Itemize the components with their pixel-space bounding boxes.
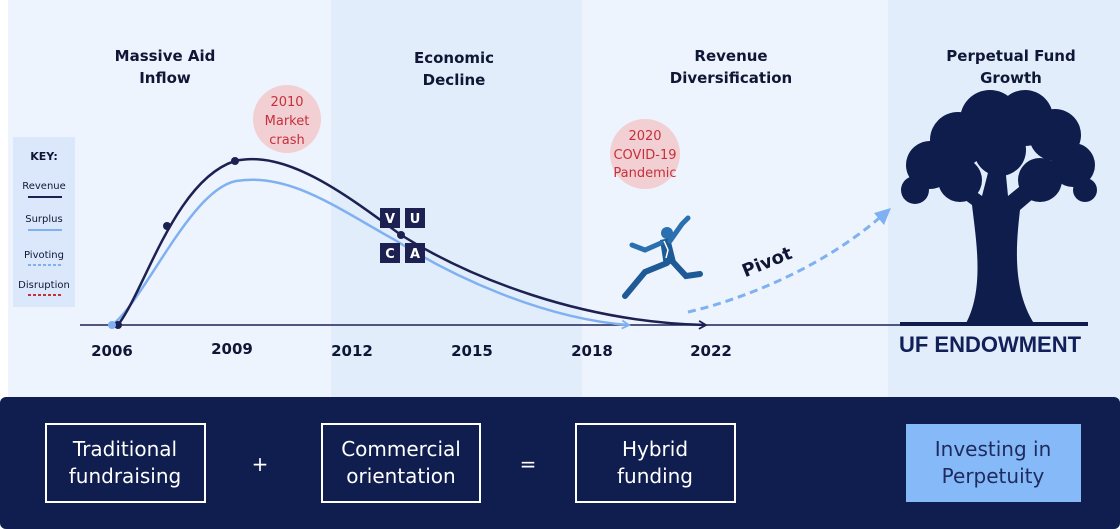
- formula-box-text: Commercial: [341, 437, 461, 461]
- formula-box-text: Traditional: [72, 437, 177, 461]
- formula-box-text: Investing in: [935, 437, 1052, 461]
- revenue-peak-point: [231, 157, 239, 165]
- legend-box: [13, 137, 75, 307]
- period-heading-line: Diversification: [670, 69, 792, 87]
- legend-label-revenue: Revenue: [22, 181, 66, 192]
- revenue-point: [397, 231, 405, 239]
- year-label-2012: 2012: [331, 342, 373, 360]
- event-market-crash: 2010 Market crash: [253, 85, 321, 153]
- legend-label-disruption: Disruption: [18, 280, 70, 291]
- baobab-tree-icon: [900, 90, 1097, 326]
- revenue-curve: [117, 158, 708, 330]
- vuca-letter: U: [410, 212, 421, 227]
- formula-box-traditional-fundraising: Traditional fundraising: [45, 423, 206, 503]
- event-text: Market: [265, 114, 310, 129]
- period-heading-perpetual-growth: Perpetual Fund Growth: [946, 47, 1075, 87]
- year-label-2018: 2018: [571, 342, 613, 360]
- legend: KEY: Revenue Surplus Pivoting Disruption: [13, 137, 75, 307]
- legend-label-surplus: Surplus: [25, 214, 62, 225]
- formula-box-text: Hybrid: [622, 437, 688, 461]
- plus-operator: +: [252, 452, 269, 476]
- vuca-letter: C: [385, 247, 395, 262]
- event-covid-pandemic: 2020 COVID-19 Pandemic: [610, 119, 680, 189]
- formula-box-text: Perpetuity: [942, 464, 1045, 488]
- formula-band: [0, 397, 1120, 529]
- panel-economic-decline: [331, 0, 582, 400]
- event-bubble: [610, 119, 680, 189]
- vuca-tile: [405, 208, 425, 228]
- period-heading-line: Perpetual Fund: [946, 47, 1075, 65]
- period-heading-line: Inflow: [139, 69, 191, 87]
- vuca-tile: [380, 208, 400, 228]
- formula-box-text: funding: [617, 464, 693, 488]
- period-heading-line: Revenue: [694, 47, 767, 65]
- period-heading-aid-inflow: Massive Aid Inflow: [115, 47, 216, 87]
- vuca-tile: [380, 243, 400, 263]
- event-text: Pandemic: [613, 166, 676, 181]
- year-label-2009: 2009: [211, 340, 253, 358]
- vuca-letter: A: [410, 247, 420, 262]
- event-bubble: [253, 85, 321, 153]
- period-heading-line: Massive Aid: [115, 47, 216, 65]
- pivot-arrow: [687, 212, 885, 314]
- event-text: crash: [269, 133, 304, 148]
- formula-box-hybrid-funding: Hybrid funding: [575, 423, 736, 503]
- vuca-tile: [405, 243, 425, 263]
- equals-operator: =: [520, 452, 537, 476]
- event-text: COVID-19: [613, 148, 676, 163]
- vuca-grid: V U C A: [380, 208, 425, 263]
- jumping-businessman-icon: [622, 215, 703, 299]
- period-heading-economic-decline: Economic Decline: [414, 49, 494, 89]
- panel-revenue-diversification: [582, 0, 888, 400]
- period-heading-line: Economic: [414, 49, 494, 67]
- year-label-2006: 2006: [91, 342, 133, 360]
- year-label-2015: 2015: [451, 342, 493, 360]
- formula-box-investing-in-perpetuity: Investing in Perpetuity: [906, 424, 1081, 502]
- revenue-point-2006: [114, 321, 122, 329]
- period-heading-revenue-diversification: Revenue Diversification: [670, 47, 792, 87]
- legend-label-pivoting: Pivoting: [24, 250, 64, 261]
- formula-box-text: orientation: [346, 464, 455, 488]
- formula-box-commercial-orientation: Commercial orientation: [321, 423, 481, 503]
- period-heading-line: Growth: [980, 69, 1042, 87]
- revenue-point: [163, 222, 171, 230]
- uf-endowment-label: UF ENDOWMENT: [899, 332, 1082, 357]
- event-text: 2010: [270, 95, 303, 110]
- formula-box-text: fundraising: [69, 464, 181, 488]
- event-text: 2020: [628, 129, 661, 144]
- year-label-2022: 2022: [690, 342, 732, 360]
- vuca-letter: V: [385, 212, 395, 227]
- pivot-arrow-head: [874, 208, 891, 225]
- surplus-point-2006: [108, 321, 116, 329]
- legend-title: KEY:: [30, 150, 57, 163]
- surplus-curve: [111, 178, 631, 330]
- period-heading-line: Decline: [423, 71, 486, 89]
